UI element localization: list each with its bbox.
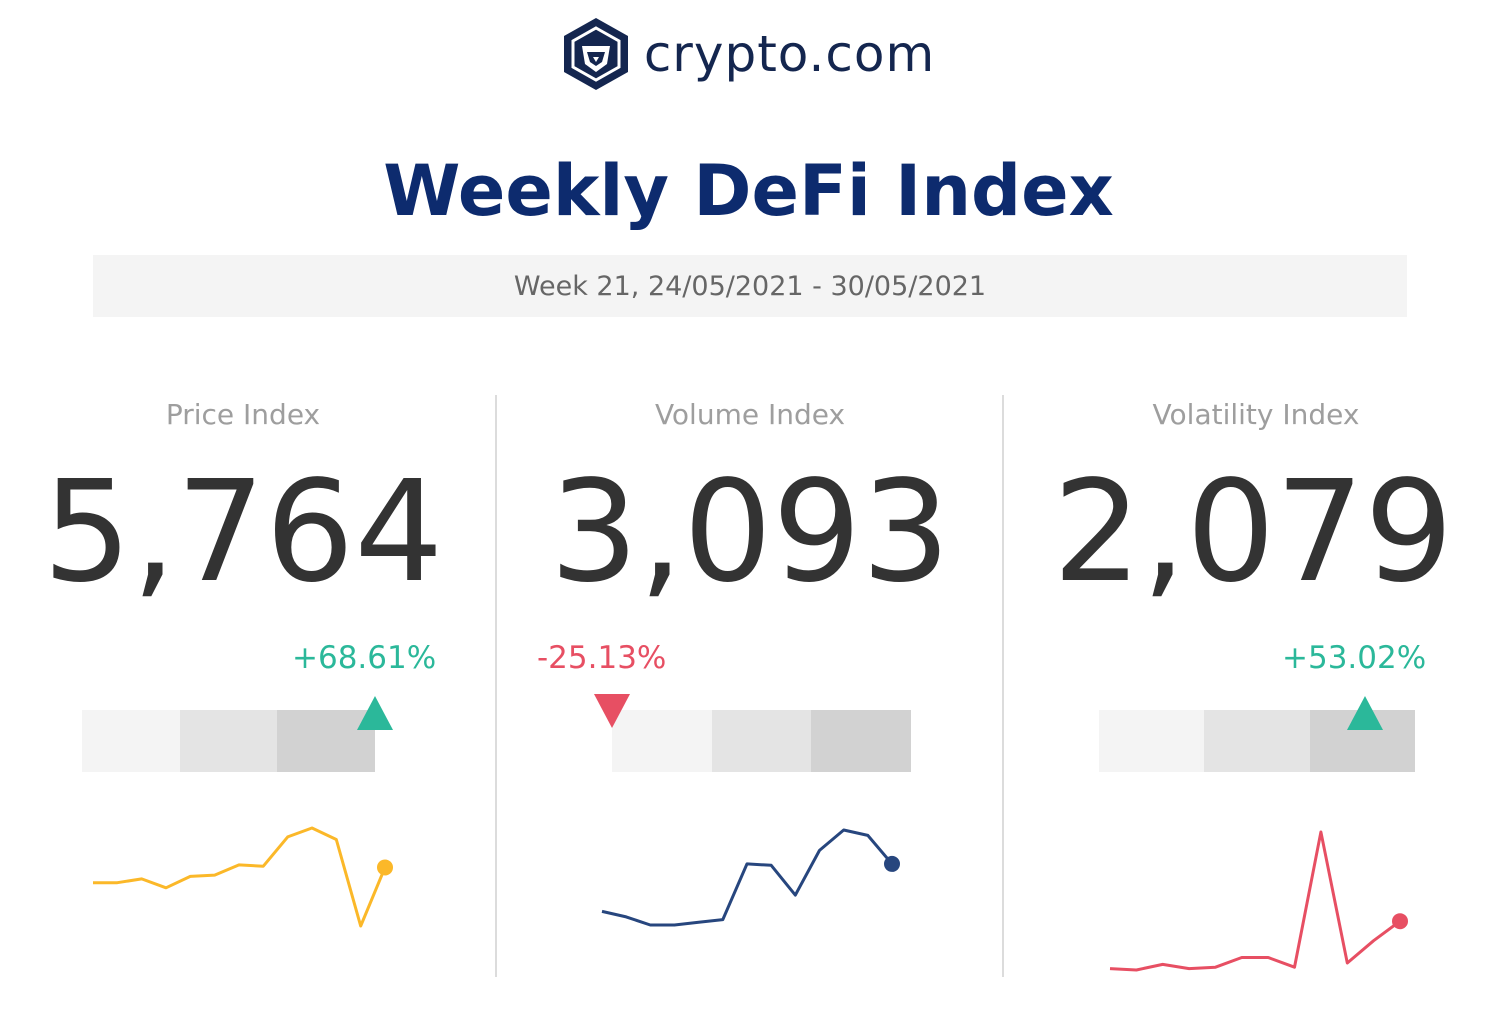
- brand-logo: crypto.com: [0, 16, 1497, 92]
- gauge-segment-high: [277, 710, 376, 772]
- volume-index-down-triangle-icon: [594, 694, 630, 728]
- volatility-index-value: 2,079: [1052, 451, 1454, 614]
- volatility-index-sparkline: [1109, 830, 1408, 972]
- gauge-segment-high: [811, 710, 912, 772]
- gauge-segment-low: [612, 710, 712, 772]
- price-index-series-line: [93, 826, 387, 928]
- price-index-last-point: [377, 859, 393, 876]
- column-divider-1: [495, 395, 497, 977]
- gauge-segment-mid: [179, 710, 278, 772]
- price-index-up-triangle-icon: [357, 696, 393, 730]
- week-range: Week 21, 24/05/2021 - 30/05/2021: [93, 255, 1407, 317]
- gauge-segment-low: [82, 710, 180, 772]
- volume-index-value: 3,093: [549, 451, 951, 614]
- volatility-index-up-triangle-icon: [1347, 696, 1383, 730]
- price-index-label: Price Index: [165, 398, 321, 431]
- gauge-segment-mid: [1204, 710, 1310, 772]
- brand-name: crypto.com: [643, 25, 936, 83]
- page-title: Weekly DeFi Index: [383, 150, 1114, 232]
- volatility-index-last-point: [1392, 913, 1408, 930]
- column-divider-2: [1002, 395, 1004, 977]
- volatility-index-series-line: [1109, 830, 1401, 972]
- volatility-index-change: +53.02%: [1282, 640, 1427, 676]
- price-index-change: +68.61%: [292, 640, 437, 676]
- volume-index-last-point: [884, 855, 900, 872]
- price-index-gauge: [82, 710, 376, 772]
- volume-index-change: -25.13%: [537, 640, 667, 676]
- gauge-segment-mid: [711, 710, 812, 772]
- volume-index-label: Volume Index: [654, 398, 846, 431]
- volume-index-gauge: [612, 710, 912, 772]
- price-index-value: 5,764: [42, 451, 444, 614]
- crypto-com-lion-hexagon-icon: [563, 18, 628, 90]
- gauge-segment-low: [1099, 710, 1205, 772]
- volatility-index-label: Volatility Index: [1152, 398, 1360, 431]
- volume-index-series-line: [601, 828, 894, 927]
- volume-index-sparkline: [601, 828, 900, 927]
- price-index-sparkline: [93, 826, 393, 928]
